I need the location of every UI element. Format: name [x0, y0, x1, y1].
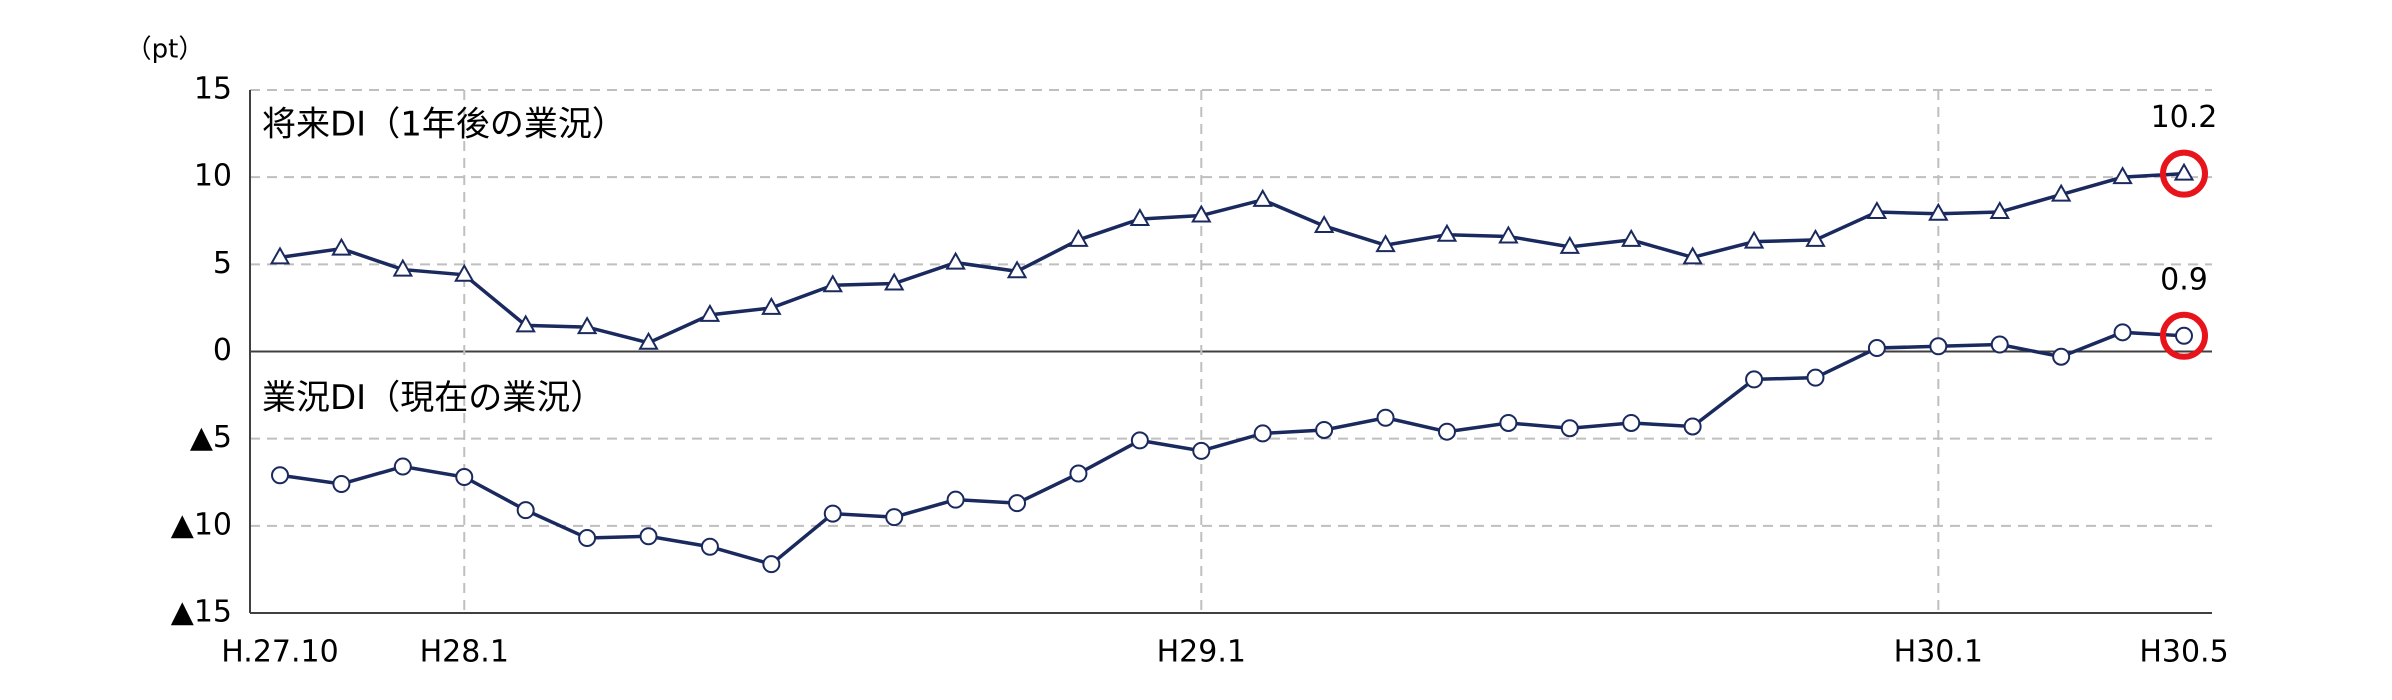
x-tick-label: H30.1: [1894, 635, 1983, 670]
marker: [1929, 337, 1948, 356]
y-tick-label: 10: [194, 159, 232, 194]
marker: [1008, 494, 1027, 513]
marker: [1498, 225, 1519, 244]
marker: [1375, 234, 1396, 253]
x-tick-label: H.27.10: [221, 635, 338, 670]
marker: [1437, 422, 1456, 441]
marker: [1743, 230, 1765, 249]
y-tick-label: ▲5: [190, 420, 232, 455]
value-label: 0.9: [2160, 262, 2208, 297]
y-tick-label: 0: [213, 333, 232, 368]
value-label: 10.2: [2151, 100, 2218, 135]
marker: [1499, 413, 1518, 432]
marker: [1682, 246, 1703, 265]
y-tick-label: 5: [213, 246, 232, 281]
marker: [2175, 326, 2193, 345]
series-label: 将来DI（1年後の業況）: [262, 105, 626, 145]
y-tick-label: ▲15: [171, 595, 232, 630]
marker: [1252, 188, 1273, 207]
highlight-ring: [2160, 311, 2208, 360]
marker: [576, 316, 598, 335]
marker: [2173, 162, 2195, 181]
marker: [1129, 207, 1151, 227]
series-line: [279, 171, 2185, 345]
marker: [1436, 223, 1458, 242]
marker: [2052, 347, 2071, 366]
marker: [1621, 228, 1642, 247]
marker: [1928, 202, 1949, 221]
marker: [1069, 464, 1088, 483]
marker: [1990, 335, 2009, 354]
marker: [1315, 420, 1334, 439]
marker: [393, 457, 412, 476]
marker: [2113, 323, 2132, 342]
marker: [823, 504, 842, 523]
marker: [946, 490, 965, 509]
marker: [331, 237, 352, 256]
marker: [1622, 413, 1641, 432]
marker: [883, 272, 905, 291]
unit-label: （pt）: [126, 35, 205, 65]
y-tick-label: ▲10: [171, 507, 232, 542]
marker: [761, 296, 782, 315]
marker: [2050, 183, 2072, 202]
marker: [1130, 431, 1149, 450]
marker: [454, 263, 475, 282]
x-tick-label: H28.1: [420, 635, 509, 670]
marker: [762, 555, 781, 574]
marker: [1313, 214, 1335, 233]
marker: [699, 303, 721, 322]
marker: [639, 527, 658, 546]
marker: [1191, 204, 1212, 223]
marker: [1806, 368, 1825, 387]
marker: [1560, 419, 1579, 438]
series-line: [279, 330, 2185, 567]
marker: [332, 474, 351, 493]
marker: [945, 251, 966, 270]
marker: [271, 466, 289, 485]
highlight-ring: [2160, 149, 2208, 198]
marker: [1559, 235, 1581, 254]
marker: [1253, 424, 1272, 443]
marker: [1805, 228, 1826, 247]
x-tick-label: H30.5: [2139, 635, 2228, 670]
marker: [700, 537, 719, 556]
x-tick-label: H29.1: [1157, 635, 1246, 670]
marker: [885, 508, 904, 527]
marker: [1745, 370, 1764, 389]
marker: [516, 501, 535, 520]
marker: [1866, 201, 1888, 220]
marker: [1867, 339, 1886, 358]
marker: [2112, 166, 2133, 185]
marker: [269, 246, 291, 265]
marker: [1006, 260, 1028, 279]
marker: [515, 314, 536, 333]
marker: [1989, 201, 2010, 220]
marker: [822, 274, 843, 293]
marker: [392, 258, 414, 277]
y-tick-label: 15: [194, 72, 232, 107]
marker: [1683, 417, 1702, 436]
marker: [1192, 441, 1211, 460]
marker: [1068, 228, 1089, 247]
marker: [455, 468, 474, 487]
marker: [638, 331, 659, 350]
marker: [1376, 408, 1395, 427]
marker: [578, 529, 597, 548]
series-label: 業況DI（現在の業況）: [262, 378, 604, 418]
